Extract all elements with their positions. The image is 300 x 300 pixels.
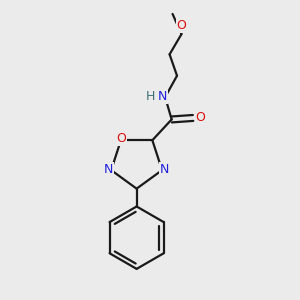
Text: N: N [160,163,169,176]
Text: O: O [196,112,206,124]
Text: O: O [116,132,126,145]
Text: N: N [104,163,113,176]
Text: N: N [158,90,167,103]
Text: H: H [146,90,155,103]
Text: O: O [176,19,186,32]
